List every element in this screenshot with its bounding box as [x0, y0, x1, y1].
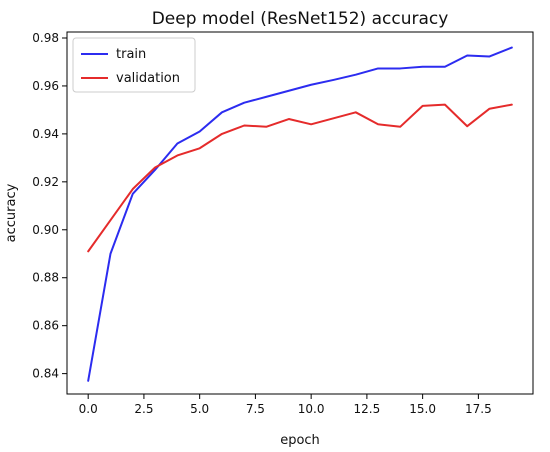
y-axis-label: accuracy	[4, 183, 19, 242]
x-tick-label: 10.0	[298, 402, 325, 416]
x-tick-label: 17.5	[465, 402, 492, 416]
y-tick-label: 0.92	[32, 175, 59, 189]
y-tick-label: 0.84	[32, 367, 59, 381]
series-line-validation	[87, 103, 513, 253]
y-tick-label: 0.88	[32, 271, 59, 285]
x-axis-label: epoch	[280, 433, 320, 448]
chart-title: Deep model (ResNet152) accuracy	[152, 9, 449, 29]
x-axis-ticks: 0.0 2.5 5.0 7.5 10.0 12.5 15.0 17.5	[79, 394, 492, 416]
legend-label-validation: validation	[116, 71, 180, 86]
series-line-train	[87, 46, 513, 382]
plot-area	[66, 31, 534, 395]
x-tick-label: 0.0	[79, 402, 98, 416]
x-tick-label: 12.5	[354, 402, 381, 416]
x-tick-label: 7.5	[246, 402, 265, 416]
y-tick-label: 0.86	[32, 319, 59, 333]
y-tick-label: 0.98	[32, 31, 59, 45]
y-tick-label: 0.94	[32, 127, 59, 141]
y-axis-ticks: 0.84 0.86 0.88 0.90 0.92 0.94 0.96 0.98	[32, 31, 67, 381]
series-lines	[87, 46, 513, 382]
x-tick-label: 15.0	[409, 402, 436, 416]
y-tick-label: 0.90	[32, 223, 59, 237]
legend-label-train: train	[116, 47, 146, 62]
x-tick-label: 2.5	[134, 402, 153, 416]
x-tick-label: 5.0	[190, 402, 209, 416]
y-tick-label: 0.96	[32, 79, 59, 93]
legend: train validation	[72, 37, 196, 93]
